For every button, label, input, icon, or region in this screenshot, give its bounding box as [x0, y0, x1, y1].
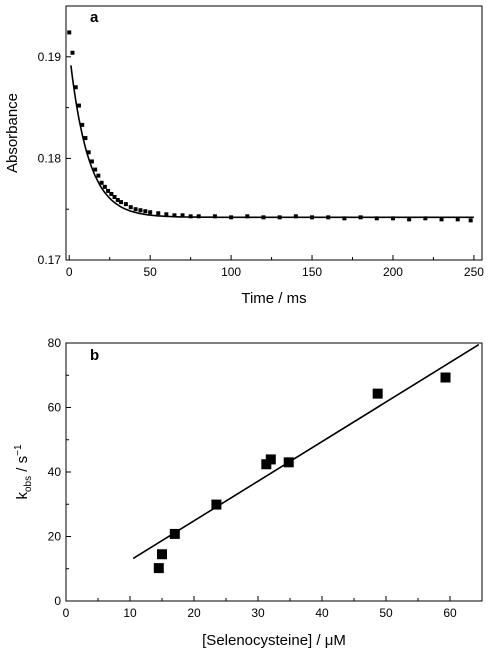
chart-a-data-point [70, 50, 75, 55]
chart-b-x-tick-label: 60 [443, 606, 457, 620]
chart-a-data-point [86, 150, 91, 155]
chart-b-x-tick-label: 40 [315, 606, 329, 620]
chart-a-data-point [196, 214, 201, 219]
chart-a-data-point [93, 167, 98, 172]
chart-a-x-tick-label: 200 [383, 265, 403, 279]
chart-a-data-point [261, 215, 266, 220]
chart-a-data-point [80, 122, 85, 127]
chart-a-data-point [277, 215, 282, 220]
chart-b-data-point [283, 457, 294, 468]
chart-b-y-label-rest: / s [14, 456, 31, 476]
chart-a-data-point [76, 103, 81, 108]
chart-a-data-point [143, 209, 148, 214]
chart-b-y-label-sub: obs [23, 476, 34, 492]
chart-a-data-point [423, 216, 428, 221]
chart-a-data-point [390, 216, 395, 221]
chart-a-y-tick-label: 0.19 [38, 50, 62, 64]
chart-a-data-point [115, 198, 120, 203]
chart-a-data-point [212, 214, 217, 219]
chart-b-y-label-main: k [14, 492, 31, 500]
chart-a-points [67, 30, 473, 223]
chart-a-data-point [455, 217, 460, 222]
chart-a-data-point [119, 200, 124, 205]
chart-b-x-tick-label: 30 [251, 606, 265, 620]
chart-b-points [153, 372, 451, 574]
chart-b-y-tick-label: 80 [48, 336, 62, 350]
chart-a-y-tick-label: 0.18 [38, 151, 62, 165]
chart-a-data-point [180, 213, 185, 218]
chart-a-frame [65, 5, 483, 261]
chart-a-x-tick-label: 50 [143, 265, 157, 279]
chart-b-y-tick-label: 0 [54, 594, 61, 608]
chart-b-x-tick-label: 0 [63, 606, 70, 620]
chart-a-fit-curve [70, 65, 474, 219]
chart-b-y-tick-label: 60 [48, 401, 62, 415]
chart-a-data-point [407, 217, 412, 222]
chart-b-data-point [211, 499, 222, 510]
chart-a-x-tick-label: 0 [66, 265, 73, 279]
chart-b-x-ticks: 0 10 20 30 40 50 60 [63, 596, 457, 620]
chart-a-data-point [73, 85, 78, 90]
chart-b-x-tick-label: 20 [187, 606, 201, 620]
chart-a-data-point [293, 214, 298, 219]
chart-a-data-point [229, 215, 234, 220]
chart-a-data-point [358, 215, 363, 220]
chart-a-data-point [439, 217, 444, 222]
chart-b-y-ticks: 0 20 40 60 80 [48, 336, 71, 608]
chart-b-x-tick-label: 50 [379, 606, 393, 620]
chart-a-panel-label: a [90, 9, 99, 26]
chart-a-data-point [310, 215, 315, 220]
chart-b-y-label-sup: −1 [13, 444, 24, 456]
chart-b-data-point [153, 563, 164, 574]
chart-a-data-point [99, 180, 104, 185]
chart-a-x-tick-label: 150 [302, 265, 322, 279]
chart-a-data-point [138, 208, 143, 213]
chart-b-data-point [440, 372, 451, 383]
chart-a-data-point [96, 173, 101, 178]
chart-a-data-point [133, 207, 138, 212]
chart-a-data-point [112, 195, 117, 200]
chart-b-x-tick-label: 10 [123, 606, 137, 620]
chart-a-x-tick-label: 100 [221, 265, 241, 279]
chart-a: a 0 50 100 150 200 250 0.17 0.18 0.19 Time / ms… [4, 5, 484, 307]
chart-a-data-point [106, 188, 111, 193]
chart-a-data-point [83, 136, 88, 141]
chart-a-data-point [156, 211, 161, 216]
chart-a-data-point [128, 205, 133, 210]
chart-b-y-label: kobs / s−1 [13, 444, 34, 499]
chart-a-y-label: Absorbance [4, 93, 21, 173]
chart-a-data-point [374, 216, 379, 221]
chart-b-x-label: [Selenocysteine] / μM [202, 632, 346, 649]
chart-a-data-point [109, 191, 114, 196]
chart-a-data-point [342, 216, 347, 221]
chart-b-panel-label: b [90, 347, 99, 364]
chart-b-data-point [157, 549, 167, 560]
chart-a-x-ticks: 0 50 100 150 200 250 [66, 255, 484, 279]
chart-a-data-point [102, 184, 107, 189]
chart-a-data-point [326, 215, 331, 220]
chart-a-y-ticks: 0.17 0.18 0.19 [38, 50, 71, 267]
chart-a-x-label: Time / ms [241, 290, 306, 307]
chart-b-y-tick-label: 40 [48, 465, 62, 479]
chart-a-data-point [67, 30, 72, 35]
chart-a-data-point [188, 214, 193, 219]
chart-a-data-point [245, 214, 250, 219]
chart-b-y-tick-label: 20 [48, 530, 62, 544]
chart-b-fit-line [132, 343, 480, 560]
chart-b-data-point [265, 454, 276, 465]
chart-a-data-point [164, 212, 169, 217]
chart-a-data-point [123, 202, 128, 207]
chart-a-data-point [148, 210, 153, 215]
chart-b-data-point [169, 528, 180, 539]
chart-a-y-tick-label: 0.17 [38, 253, 62, 267]
chart-a-data-point [172, 213, 177, 218]
chart-b-data-point [372, 388, 383, 399]
chart-a-data-point [89, 159, 94, 164]
chart-a-x-tick-label: 250 [464, 265, 484, 279]
chart-a-data-point [468, 218, 473, 223]
chart-b: b 0 10 20 30 40 50 60 0 20 40 60 80 [Selenocystein… [13, 336, 483, 649]
